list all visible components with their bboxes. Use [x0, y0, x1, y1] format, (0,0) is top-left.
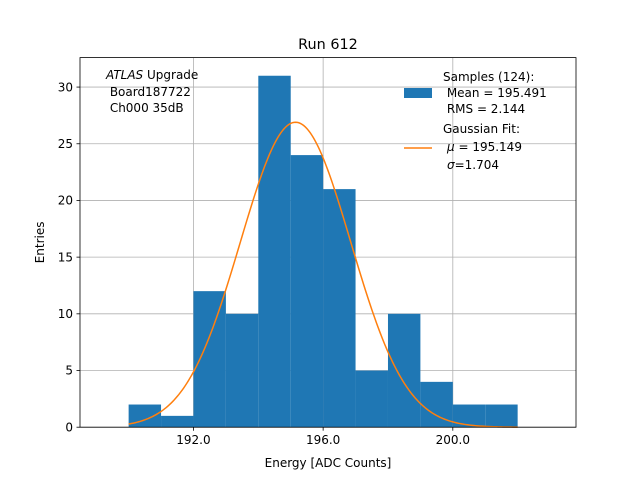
legend-fit-sigma: σ=1.704	[447, 158, 499, 172]
y-axis-label: Entries	[33, 222, 47, 264]
atlas-label: ATLAS	[105, 68, 144, 82]
histogram-bar	[225, 313, 259, 428]
svg-text:ATLAS Upgrade: ATLAS Upgrade	[105, 68, 198, 82]
histogram-bar	[161, 415, 194, 428]
legend-fit-title: Gaussian Fit:	[443, 122, 520, 136]
y-tick-label: 15	[58, 250, 73, 264]
histogram-bar	[355, 370, 388, 428]
upgrade-label: Upgrade	[143, 68, 198, 82]
y-tick-label: 20	[58, 194, 73, 208]
histogram-bar	[128, 404, 162, 428]
histogram-bar	[387, 313, 421, 428]
histogram-bar	[193, 291, 226, 428]
legend-fit-mu: μ = 195.149	[446, 140, 522, 154]
y-tick-label: 10	[58, 307, 73, 321]
y-tick-label: 25	[58, 137, 73, 151]
board-label: Board187722	[106, 85, 191, 99]
plot-frame	[79, 57, 577, 428]
legend-samples-swatch	[404, 88, 432, 98]
legend: Samples (124): Mean = 195.491 RMS = 2.14…	[404, 70, 547, 172]
chart-title: Run 612	[298, 37, 358, 53]
atlas-annotation: ATLAS Upgrade Board187722 Ch000 35dB	[105, 68, 198, 115]
y-tick-label: 5	[65, 364, 73, 378]
legend-samples-rms: RMS = 2.144	[443, 102, 525, 116]
x-tick-label: 192.0	[176, 433, 210, 447]
histogram-bar	[258, 75, 291, 428]
histogram-bar	[323, 189, 356, 428]
y-tick-label: 30	[58, 80, 73, 94]
legend-samples-title: Samples (124):	[443, 70, 534, 84]
gaussian-fit-curve	[128, 121, 518, 428]
y-tick-label: 0	[65, 420, 73, 434]
histogram-bar	[452, 404, 486, 428]
x-axis-ticks: 192.0 196.0 200.0	[176, 427, 470, 447]
x-tick-label: 200.0	[436, 433, 470, 447]
x-tick-label: 196.0	[306, 433, 340, 447]
histogram-bar	[290, 155, 324, 428]
histogram-bars	[128, 75, 518, 428]
channel-label: Ch000 35dB	[106, 101, 184, 115]
legend-samples-mean: Mean = 195.491	[443, 86, 547, 100]
y-axis-ticks: 0 5 10 15 20 25 30	[58, 80, 80, 434]
histogram-bar	[485, 404, 518, 428]
x-axis-label: Energy [ADC Counts]	[265, 456, 392, 470]
